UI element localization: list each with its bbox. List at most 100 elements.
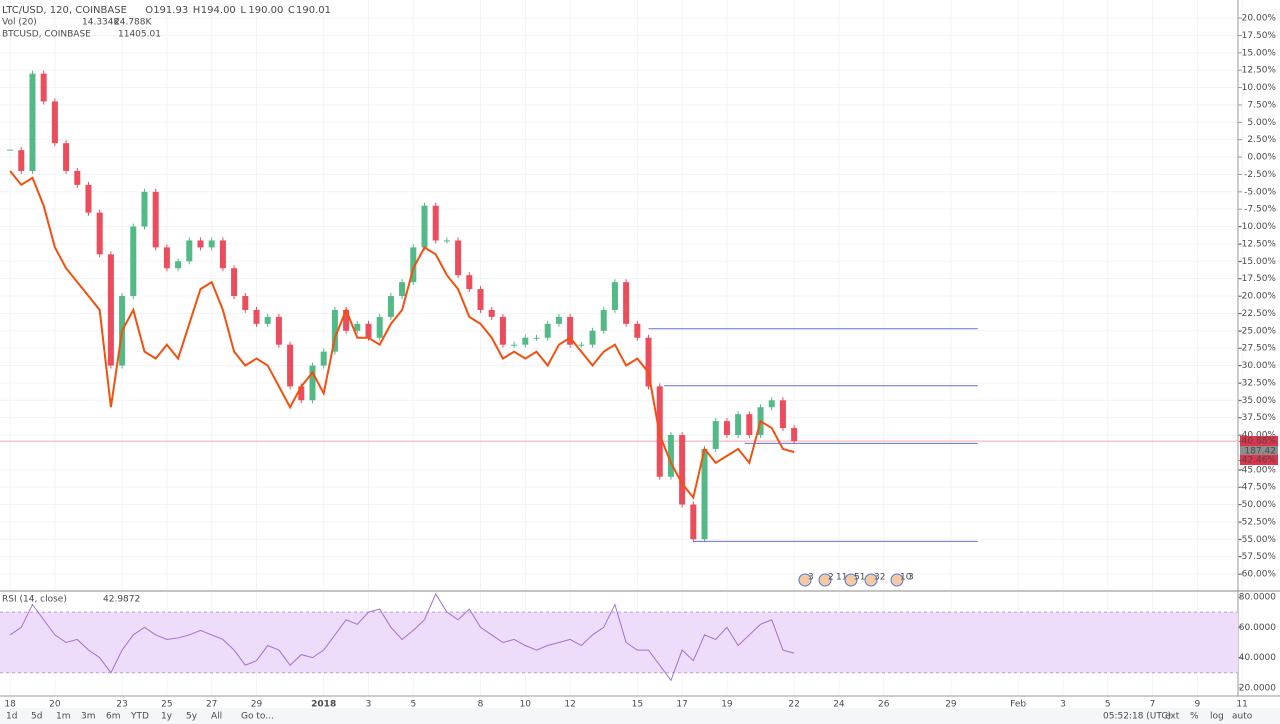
x-tick-label: 29 [945,700,957,710]
candle [443,240,450,242]
y-tick-label: -55.00% [1238,535,1276,545]
candle [466,275,473,290]
candle [186,240,193,262]
x-tick-label: 27 [206,700,217,710]
y-tick-label: -22.50% [1238,309,1276,319]
rsi-band [0,612,1238,673]
range-button[interactable]: All [211,712,222,722]
y-tick-label: -25.00% [1238,326,1276,336]
event-count: 10 [900,573,912,583]
x-tick-label: 9 [1194,700,1200,710]
candle [287,344,294,387]
ohlc-label: H [193,5,201,16]
event-flag[interactable] [818,573,832,587]
candle [242,296,249,310]
toolbar-option[interactable]: 05:52:18 (UTC) [1103,712,1171,722]
price-tag-label: 187.42 [1245,447,1277,457]
range-button[interactable]: 1y [161,712,173,722]
candle [309,365,316,401]
x-tick-label: 24 [833,700,845,710]
event-flag[interactable] [798,573,812,587]
x-tick-label: 10 [520,700,532,710]
volume-label: Vol (20) [2,18,37,28]
ohlc-label: C [288,5,295,16]
volume-ma-value: 24.788K [114,18,152,28]
range-button[interactable]: 5d [31,712,42,722]
candle [208,240,215,248]
x-tick-label: 7 [1150,700,1156,710]
candle [533,337,540,339]
y-tick-label: -52.50% [1238,517,1276,527]
candle [690,504,697,540]
candle [455,240,462,276]
range-button[interactable]: 5y [186,712,198,722]
range-button[interactable]: 1m [56,712,71,722]
event-flag[interactable] [864,573,878,587]
y-tick-label: 0.00% [1247,153,1276,163]
toolbar-option[interactable]: % [1190,712,1199,722]
x-tick-label: 15 [632,700,643,710]
ohlc-label: L [240,5,246,16]
candle [96,212,103,255]
candle [343,309,350,331]
y-tick-label: -57.50% [1238,552,1276,562]
candle [645,337,652,387]
candle [163,247,170,269]
candle [354,323,361,331]
y-tick-label: -20.00% [1238,292,1276,302]
toolbar [0,708,1280,724]
candle [275,316,282,345]
ohlc-label: O [145,5,153,16]
candle [768,400,775,408]
event-count: 3 [908,573,914,583]
x-tick-label: 19 [721,700,733,710]
x-tick-label: 5 [410,700,416,710]
event-count: 2 [828,573,834,583]
y-tick-label: 7.50% [1247,100,1276,110]
toolbar-option[interactable]: log [1210,712,1224,722]
event-count: 51 [854,573,865,583]
candle [477,289,484,310]
price-tag-label: -42.46% [1238,456,1276,466]
event-flag[interactable] [890,573,904,587]
candle [399,282,406,297]
range-button[interactable]: 1d [6,712,17,722]
toolbar-option[interactable]: auto [1232,712,1253,722]
candle [746,414,753,436]
y-tick-label: -10.00% [1238,222,1276,232]
candle [779,400,786,429]
candle [499,316,506,345]
y-tick-label: 80.0000 [1239,593,1276,603]
x-tick-label: 11 [1236,700,1247,710]
range-button[interactable]: 6m [106,712,121,722]
candle [85,184,92,213]
range-button[interactable]: YTD [130,712,149,722]
y-tick-label: 15.00% [1242,48,1277,58]
candle [141,191,148,227]
y-tick-label: -30.00% [1238,361,1276,371]
x-tick-label: 23 [116,700,127,710]
event-flag[interactable] [844,573,858,587]
candle [589,330,596,345]
candle [331,309,338,352]
range-button[interactable]: 3m [81,712,96,722]
y-tick-label: -7.50% [1244,205,1276,215]
y-tick-label: -27.50% [1238,344,1276,354]
toolbar-option[interactable]: ext [1165,712,1180,722]
candle [175,261,182,269]
y-tick-label: 17.50% [1242,31,1277,41]
candle [298,386,305,401]
x-tick-label: 22 [788,700,799,710]
candle [74,170,81,185]
candle [735,414,742,436]
y-tick-label: -15.00% [1238,257,1276,267]
candle [130,226,137,297]
range-button[interactable]: Go to... [241,712,274,722]
candle [701,448,708,540]
candle [634,323,641,338]
ohlc-value: 190.00 [248,5,283,16]
symbol-title: LTC/USD, 120, COINBASE [2,5,127,16]
candle [7,149,14,151]
rsi-value: 42.9872 [103,595,140,605]
